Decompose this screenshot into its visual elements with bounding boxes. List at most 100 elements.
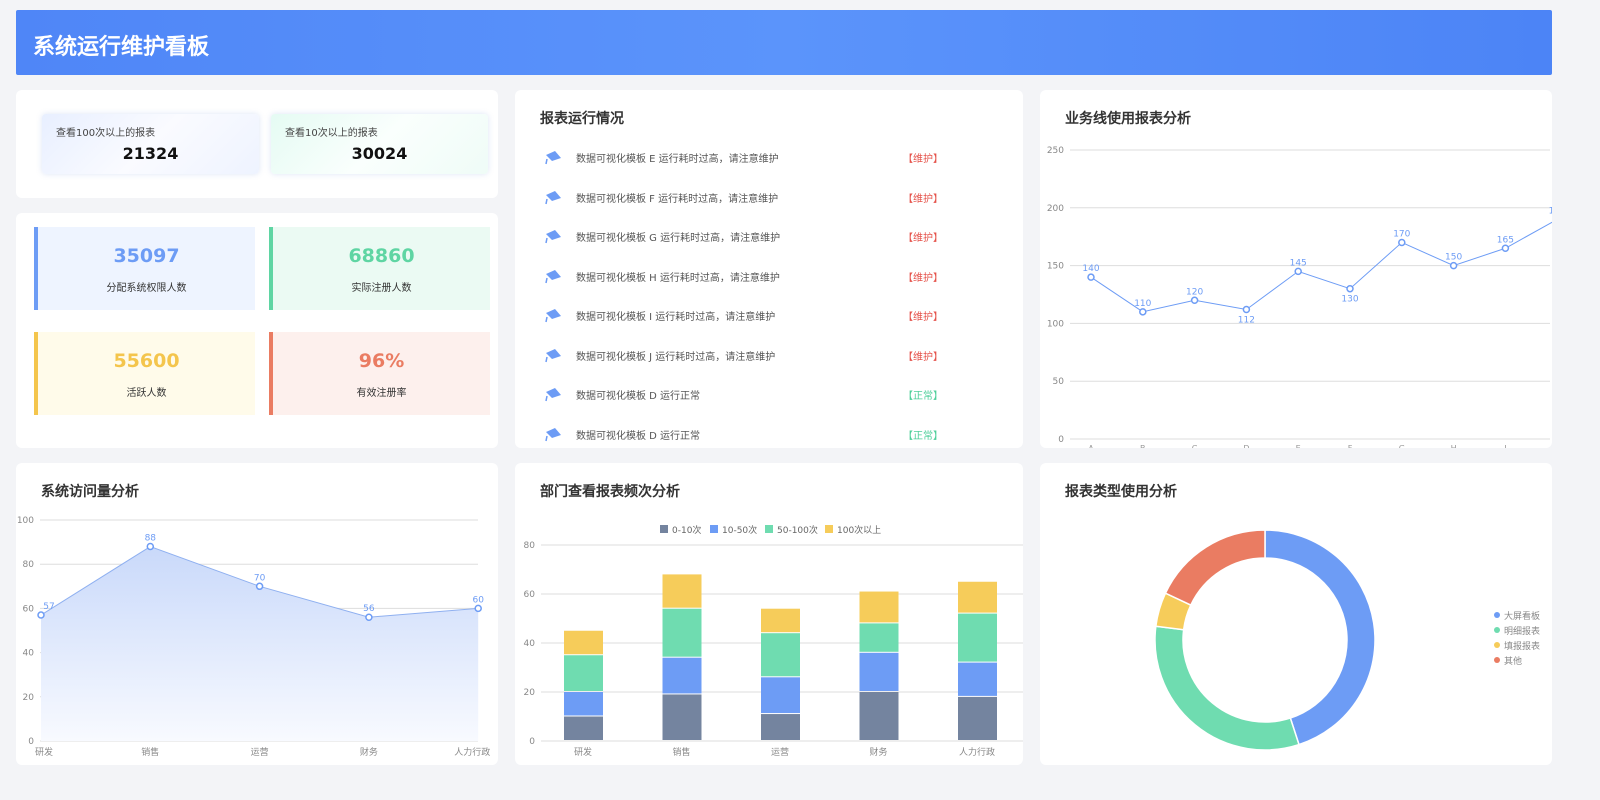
x-tick-label: 财务	[869, 746, 887, 758]
x-tick-label: 研发	[35, 746, 53, 758]
y-tick-label: 150	[1047, 262, 1064, 272]
x-tick-label: C	[1192, 444, 1198, 448]
bar-segment	[958, 696, 997, 740]
donut-slice	[1264, 529, 1376, 746]
bar-segment	[958, 662, 997, 696]
y-tick-label: 40	[23, 649, 35, 659]
megaphone-icon	[545, 151, 561, 165]
status-badge: 【正常】	[903, 430, 943, 442]
stat-label: 分配系统权限人数	[106, 283, 187, 294]
bar-panel: 部门查看报表频次分析 0 20 40 60 80 0-10次 10-50次 50-100次 10…	[515, 463, 1023, 765]
report-item[interactable]: 数据可视化模板 D 运行正常 【正常】	[543, 383, 943, 403]
stat-card: 96% 有效注册率	[269, 332, 490, 415]
megaphone-icon	[545, 190, 561, 204]
megaphone-icon	[545, 269, 561, 283]
data-point	[1346, 284, 1354, 293]
report-text: 数据可视化模板 H 运行耗时过高，请注意维护	[576, 272, 780, 284]
legend-label: 明细报表	[1504, 625, 1540, 637]
data-point	[1449, 261, 1458, 270]
panel-title: 报表运行情况	[540, 111, 624, 127]
data-point	[474, 604, 482, 613]
donut-slice	[1164, 529, 1266, 607]
data-point	[1190, 296, 1199, 305]
legend-label: 填报报表	[1504, 640, 1540, 652]
data-point	[1139, 308, 1147, 316]
report-item[interactable]: 数据可视化模板 G 运行耗时过高，请注意维护 【维护】	[543, 225, 943, 245]
stat-label: 有效注册率	[356, 388, 407, 399]
y-tick-label: 80	[524, 541, 536, 551]
bar-segment	[958, 613, 997, 662]
legend-label: 其他	[1504, 655, 1522, 667]
views-10-card: 查看10次以上的报表 30024	[271, 114, 488, 174]
x-tick-label: A	[1088, 444, 1094, 448]
y-tick-label: 100	[1047, 319, 1064, 329]
legend-swatch	[1494, 657, 1500, 663]
views-100-card: 查看100次以上的报表 21324	[42, 114, 259, 174]
report-item[interactable]: 数据可视化模板 H 运行耗时过高，请注意维护 【维护】	[543, 265, 943, 285]
legend-label: 大屏看板	[1504, 610, 1540, 622]
bar-segment	[761, 608, 800, 633]
status-badge: 【维护】	[903, 272, 943, 284]
report-text: 数据可视化模板 I 运行耗时过高，请注意维护	[576, 312, 776, 323]
x-tick-label: I	[1504, 444, 1506, 448]
bar-segment	[564, 692, 603, 716]
bar-segment	[859, 591, 899, 623]
y-tick-label: 80	[23, 560, 35, 570]
bar-segment	[662, 574, 702, 608]
bar-segment	[564, 630, 603, 655]
report-item[interactable]: 数据可视化模板 J 运行耗时过高，请注意维护 【维护】	[543, 344, 943, 364]
legend-label: 0-10次	[672, 524, 701, 536]
views-value: 30024	[351, 144, 408, 163]
report-item[interactable]: 数据可视化模板 F 运行耗时过高，请注意维护 【维护】	[543, 186, 943, 206]
bar-segment	[662, 694, 702, 740]
data-label: 88	[145, 534, 157, 544]
megaphone-icon	[545, 427, 561, 441]
data-point	[1398, 238, 1406, 247]
y-tick-label: 20	[524, 688, 536, 698]
panel-title: 报表类型使用分析	[1065, 484, 1177, 500]
y-tick-label: 100	[17, 516, 34, 526]
data-label: 60	[472, 595, 484, 605]
x-tick-label: F	[1348, 444, 1353, 448]
megaphone-icon	[545, 309, 561, 323]
report-text: 数据可视化模板 D 运行正常	[576, 391, 701, 402]
report-text: 数据可视化模板 E 运行耗时过高，请注意维护	[576, 154, 779, 165]
data-label: 110	[1134, 299, 1151, 309]
series-line	[1090, 221, 1552, 313]
legend-swatch	[1494, 612, 1500, 618]
panel-title: 部门查看报表频次分析	[540, 484, 680, 500]
views-panel: 查看100次以上的报表 21324 查看10次以上的报表 30024	[16, 90, 498, 198]
y-tick-label: 60	[23, 604, 35, 614]
x-tick-label: B	[1140, 444, 1146, 448]
status-badge: 【维护】	[903, 312, 943, 323]
report-item[interactable]: 数据可视化模板 E 运行耗时过高，请注意维护 【维护】	[543, 146, 943, 166]
x-tick-label: H	[1451, 444, 1457, 448]
data-point	[1242, 305, 1251, 314]
page-title: 系统运行维护看板	[33, 35, 210, 60]
status-badge: 【维护】	[903, 351, 943, 363]
report-text: 数据可视化模板 F 运行耗时过高，请注意维护	[576, 193, 779, 205]
report-item[interactable]: 数据可视化模板 I 运行耗时过高，请注意维护 【维护】	[543, 304, 943, 324]
stat-label: 实际注册人数	[351, 283, 412, 294]
stat-value: 68860	[348, 245, 415, 267]
views-label: 查看100次以上的报表	[56, 128, 156, 139]
views-value: 21324	[122, 144, 179, 163]
data-label: 150	[1445, 253, 1462, 263]
y-tick-label: 40	[524, 639, 536, 649]
data-label: 130	[1341, 295, 1358, 305]
bar-segment	[859, 623, 899, 652]
x-tick-label: 运营	[251, 746, 269, 758]
report-item[interactable]: 数据可视化模板 D 运行正常 【正常】	[543, 423, 943, 443]
stat-value: 55600	[113, 350, 180, 372]
data-label: 190	[1549, 206, 1552, 216]
status-badge: 【维护】	[903, 193, 943, 205]
stat-card: 55600 活跃人数	[34, 332, 255, 415]
bar-segment	[859, 692, 899, 740]
data-label: 70	[254, 573, 266, 583]
legend-label: 100次以上	[837, 524, 881, 536]
data-point	[37, 611, 45, 619]
status-badge: 【维护】	[903, 154, 943, 165]
panel-title: 系统访问量分析	[41, 484, 139, 500]
